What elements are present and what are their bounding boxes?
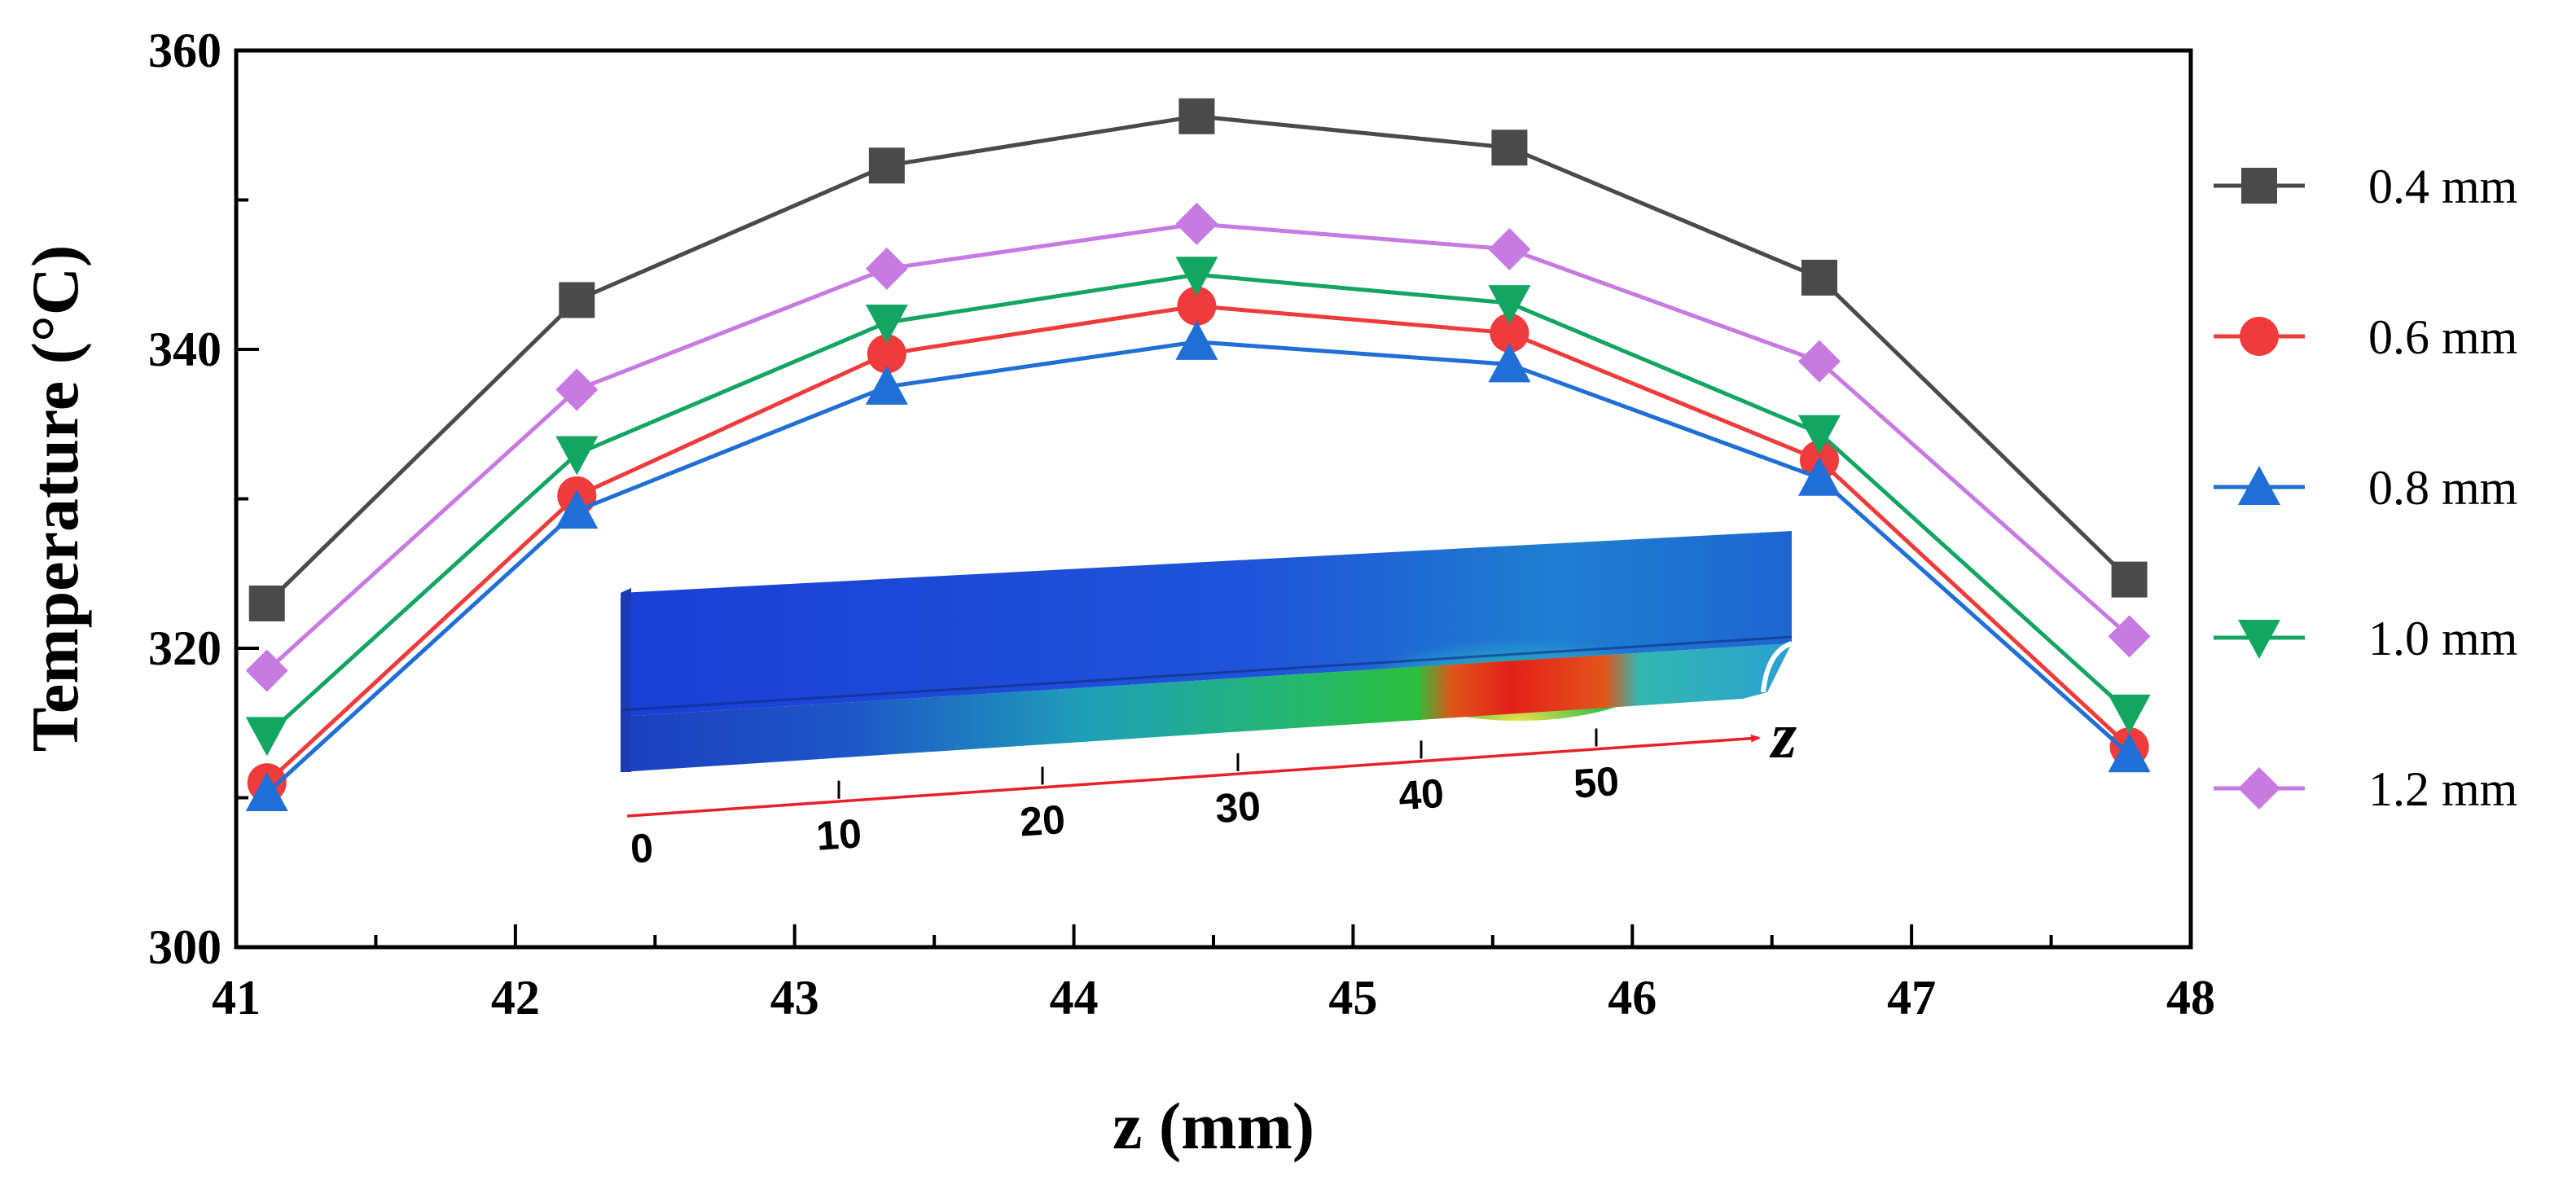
data-point-square — [1491, 129, 1528, 166]
series-1_2-mm — [245, 202, 2151, 692]
data-point-square — [559, 282, 595, 318]
data-point-diamond — [555, 368, 599, 411]
inset-top-face — [621, 531, 1792, 717]
legend-label: 0.8 mm — [2368, 461, 2517, 515]
data-point-square — [2241, 168, 2277, 204]
data-point-triangle-up — [1798, 456, 1841, 496]
data-point-circle — [1490, 313, 1529, 353]
data-point-triangle-up — [2238, 466, 2280, 505]
series-line — [265, 114, 2131, 605]
data-point-square — [1801, 259, 1837, 296]
data-point-triangle-down — [2238, 620, 2280, 659]
inset-tick-label: 30 — [1213, 783, 1262, 832]
legend-label: 0.6 mm — [2368, 310, 2517, 364]
y-tick-label: 360 — [148, 24, 222, 77]
legend-item: 1.2 mm — [2214, 762, 2517, 816]
inset-tick-label: 10 — [814, 810, 862, 859]
inset-tick-label: 50 — [1572, 758, 1620, 807]
inset-groove — [1761, 641, 1793, 693]
series-1_0-mm — [245, 257, 2151, 757]
y-tick-label: 300 — [148, 920, 222, 974]
x-tick-label: 44 — [1050, 971, 1099, 1025]
x-tick-label: 47 — [1887, 971, 1936, 1025]
data-point-square — [2111, 561, 2148, 598]
inset-z-arrow — [626, 734, 1761, 818]
inset-end-face — [621, 588, 631, 772]
data-point-diamond — [1488, 228, 1531, 271]
data-point-square — [1178, 98, 1215, 134]
data-point-triangle-down — [555, 436, 599, 476]
simulation-inset: 0 10 20 30 40 50 z — [620, 531, 1797, 872]
x-tick-label: 43 — [770, 971, 819, 1025]
data-point-triangle-up — [1488, 343, 1531, 383]
legend-label: 1.0 mm — [2368, 612, 2517, 665]
data-point-circle — [1177, 286, 1217, 326]
data-point-diamond — [1798, 340, 1841, 383]
data-point-triangle-down — [2108, 694, 2151, 734]
data-point-square — [248, 585, 285, 621]
series-0_4-mm — [248, 98, 2148, 621]
inset-tick-label: 0 — [629, 825, 655, 872]
data-point-triangle-up — [2108, 733, 2151, 773]
inset-tick-label: 40 — [1397, 770, 1445, 819]
legend-item: 1.0 mm — [2214, 612, 2517, 665]
data-point-triangle-up — [245, 771, 288, 811]
data-point-triangle-down — [1488, 285, 1531, 325]
data-point-diamond — [865, 247, 908, 290]
legend-item: 0.6 mm — [2214, 310, 2517, 364]
x-tick-label: 46 — [1608, 971, 1657, 1025]
x-axis: 41 42 43 44 45 46 47 48 — [212, 924, 2215, 1025]
inset-edge — [620, 635, 1793, 712]
x-tick-label: 41 — [212, 971, 261, 1025]
data-point-circle — [867, 334, 906, 374]
x-axis-title: z (mm) — [1112, 1089, 1314, 1163]
y-tick-label: 340 — [148, 323, 222, 376]
x-tick-label: 45 — [1328, 971, 1377, 1025]
legend-item: 0.4 mm — [2214, 160, 2517, 213]
y-axis-title: Temperature (°C) — [18, 245, 92, 753]
series-group — [245, 98, 2151, 811]
data-point-square — [868, 147, 905, 184]
inset-ticks: 0 10 20 30 40 50 — [629, 728, 1621, 872]
series-0_8-mm — [245, 320, 2151, 811]
data-point-triangle-down — [245, 717, 288, 757]
data-point-diamond — [2108, 615, 2151, 658]
data-point-diamond — [1175, 202, 1218, 245]
x-tick-label: 42 — [491, 971, 540, 1025]
data-point-diamond — [245, 649, 288, 692]
inset-z-label: z — [1769, 700, 1797, 772]
data-point-triangle-up — [1175, 320, 1218, 360]
inset-tick-label: 20 — [1018, 796, 1066, 845]
data-point-triangle-up — [865, 365, 908, 405]
data-point-circle — [2240, 317, 2279, 356]
data-point-triangle-down — [865, 304, 908, 344]
inset-front-face — [621, 643, 1792, 772]
y-tick-label: 320 — [148, 621, 222, 675]
x-tick-label: 48 — [2166, 971, 2215, 1025]
data-point-triangle-down — [1175, 257, 1218, 296]
legend-label: 0.4 mm — [2368, 160, 2517, 213]
legend-label: 1.2 mm — [2368, 762, 2517, 816]
data-point-diamond — [2238, 767, 2280, 810]
legend: 0.4 mm 0.6 mm 0.8 mm 1.0 mm 1.2 mm — [2214, 160, 2517, 816]
data-point-triangle-up — [555, 489, 599, 529]
legend-item: 0.8 mm — [2214, 461, 2517, 515]
data-point-triangle-down — [1798, 415, 1841, 454]
y-axis: 300 320 340 360 — [148, 24, 259, 974]
